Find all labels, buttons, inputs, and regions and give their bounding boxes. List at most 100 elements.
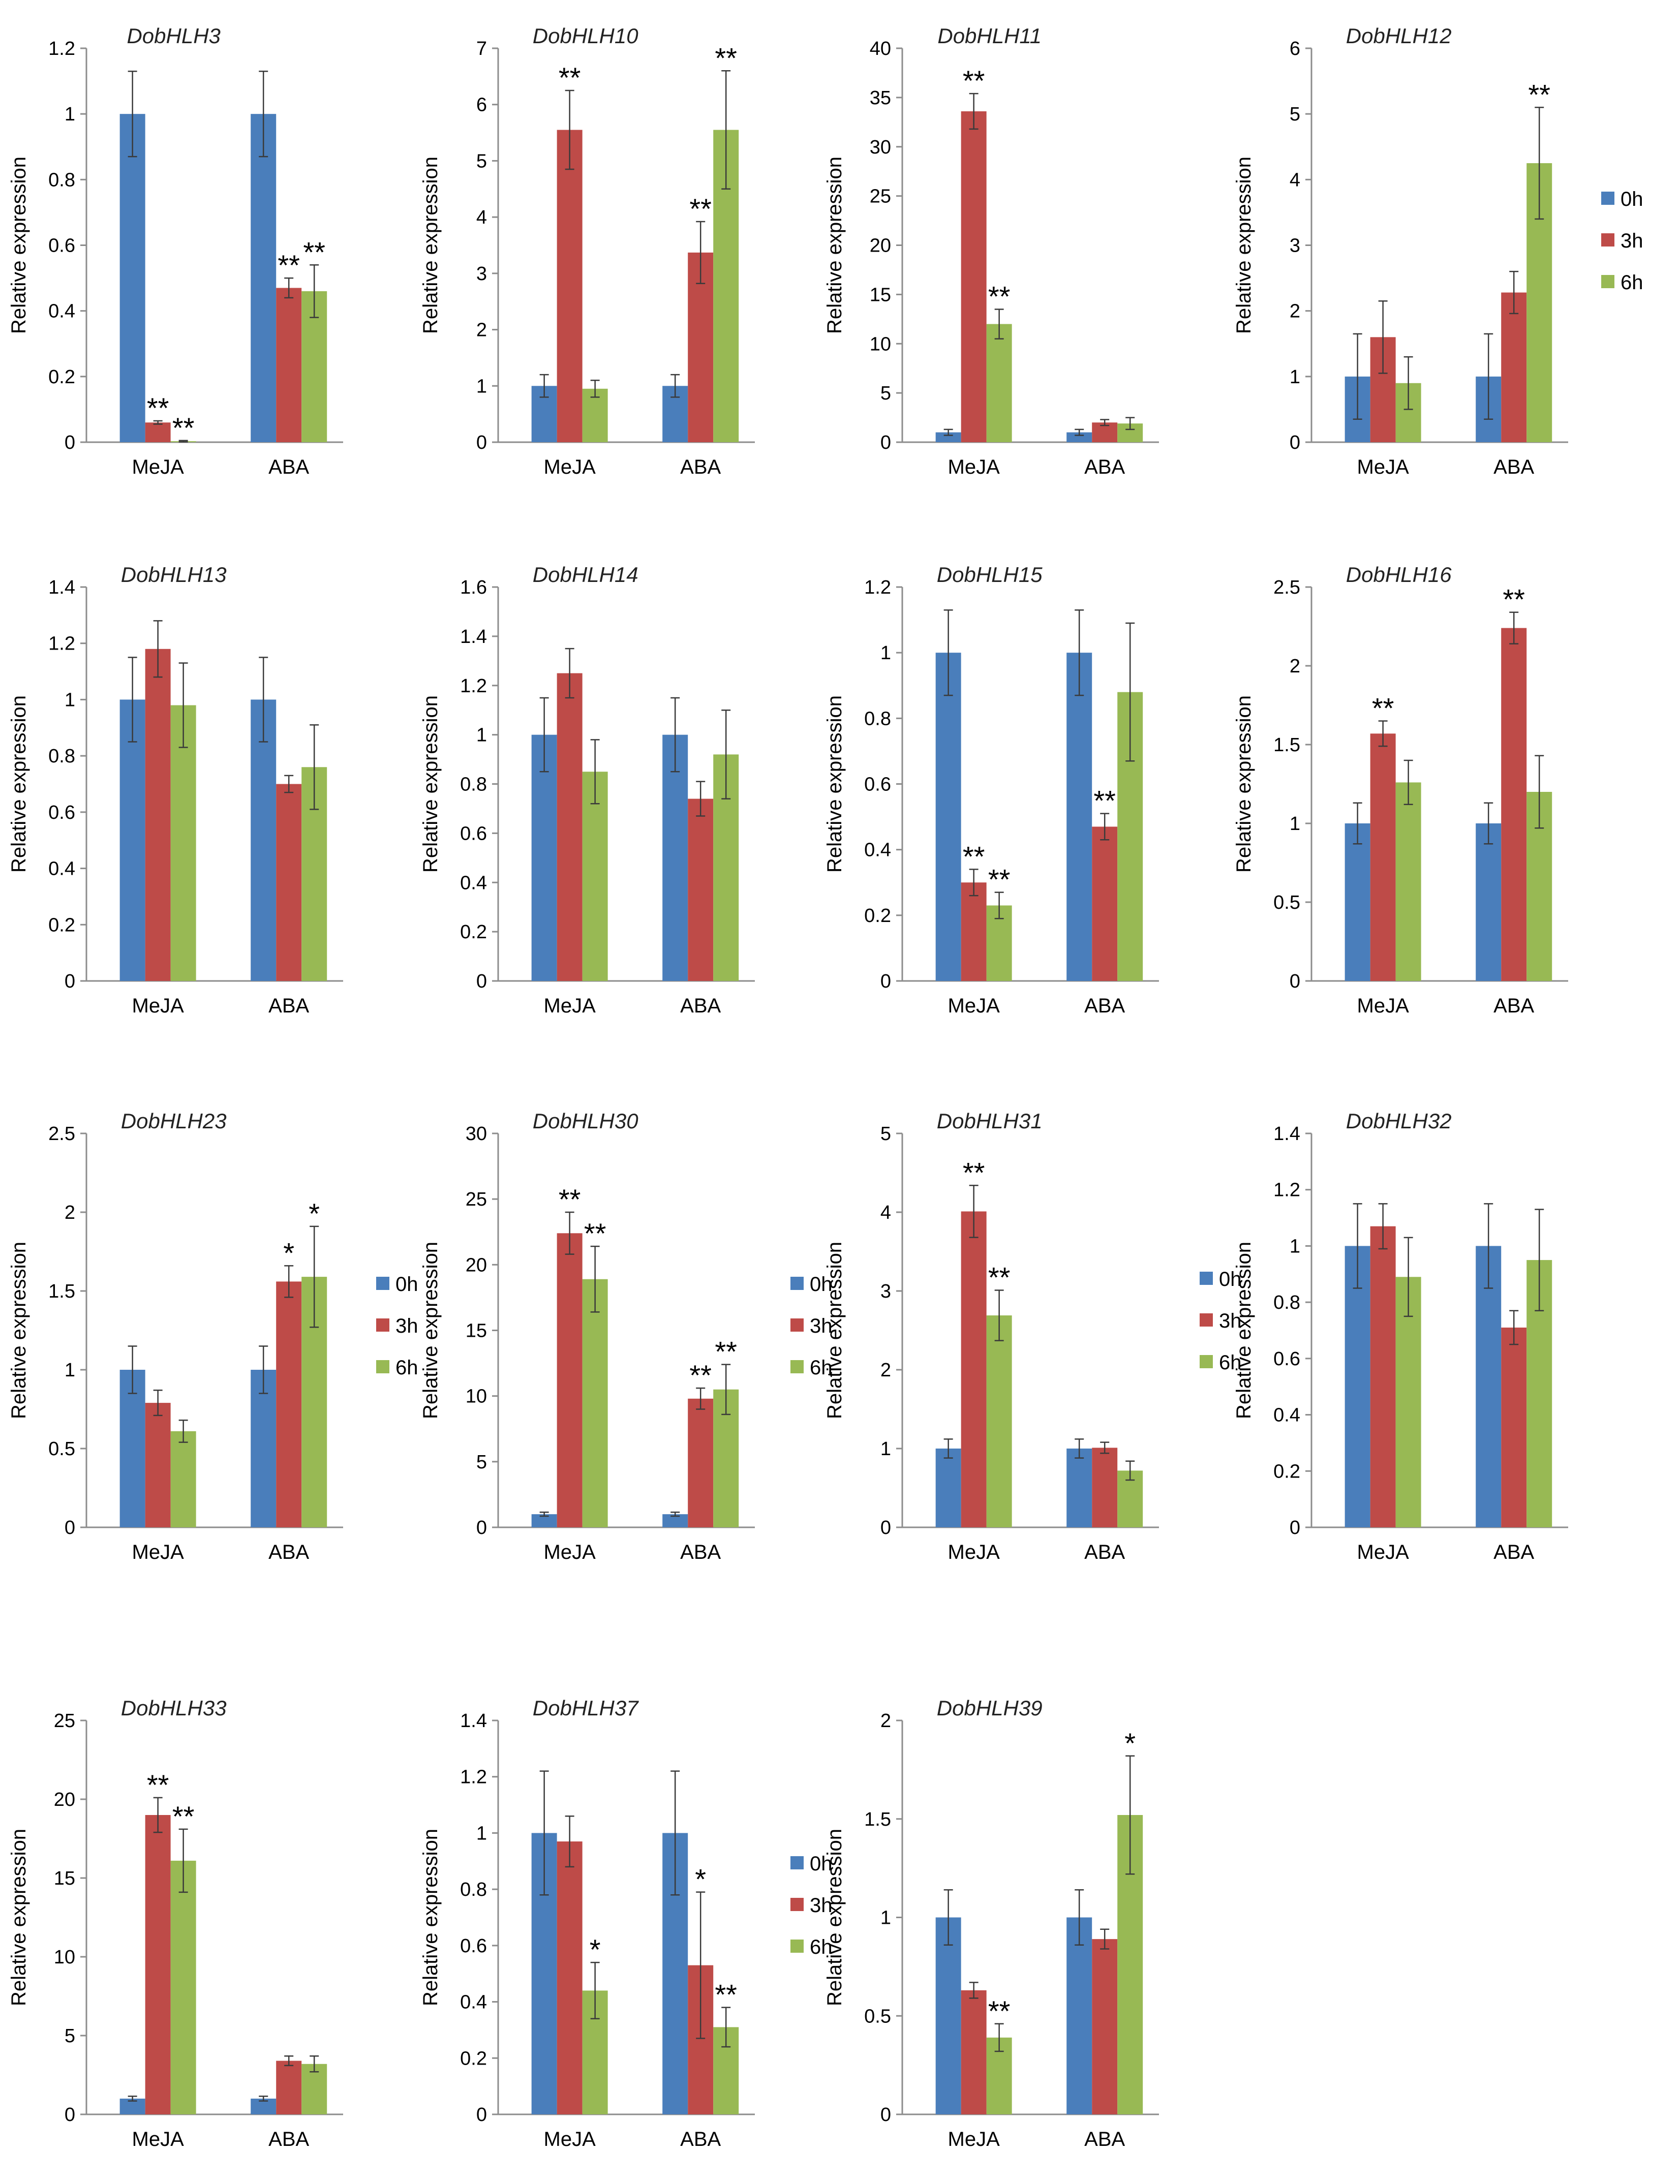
bar-3h-MeJA <box>145 649 171 981</box>
y-tick-label: 1.2 <box>48 633 75 655</box>
y-tick-label: 0 <box>880 2104 891 2126</box>
x-category-label: MeJA <box>948 456 1000 478</box>
chart-title: DobHLH3 <box>127 24 220 48</box>
bar-3h-ABA <box>1092 1939 1118 2114</box>
significance-mark: ** <box>1093 785 1116 817</box>
y-tick-label: 1 <box>476 725 487 746</box>
y-tick-label: 15 <box>466 1320 487 1342</box>
x-category-label: MeJA <box>544 995 596 1017</box>
bar-6h-MeJA <box>1395 782 1421 981</box>
x-category-label: ABA <box>1493 456 1534 478</box>
legend-label-6h: 6h <box>810 1357 833 1379</box>
chart-title: DobHLH10 <box>533 24 638 48</box>
y-axis-label: Relative expression <box>8 157 30 334</box>
y-tick-label: 0.6 <box>864 774 891 795</box>
chart-title: DobHLH11 <box>937 24 1042 48</box>
y-axis-label: Relative expression <box>419 1242 442 1419</box>
legend: 0h 3h 6h <box>1601 188 1643 294</box>
chart-title: DobHLH31 <box>937 1109 1043 1133</box>
chart-panel-DobHLH14: 0 0.2 0.4 0.6 0.8 1 1.2 1.4 1.6 DobHLH14 Relative … <box>419 563 755 1017</box>
chart-panel-DobHLH31: 0 1 2 3 4 5 DobHLH31 Relative expression ** ** MeJ… <box>823 1109 1159 1563</box>
y-tick-label: 1.4 <box>48 577 75 598</box>
significance-mark: ** <box>278 249 300 281</box>
y-tick-label: 0.4 <box>460 1992 487 2013</box>
x-category-label: ABA <box>1084 995 1125 1017</box>
y-tick-label: 40 <box>870 38 891 59</box>
y-tick-label: 5 <box>476 1452 487 1473</box>
legend-swatch-0h <box>790 1856 804 1869</box>
bar-3h-MeJA <box>557 1841 583 2114</box>
significance-mark: ** <box>584 1217 606 1249</box>
legend-swatch-6h <box>790 1360 804 1373</box>
bar-6h-MeJA <box>582 772 608 981</box>
bar-0h-MeJA <box>1345 823 1370 981</box>
bar-0h-ABA <box>1066 432 1092 442</box>
y-tick-label: 1 <box>476 1823 487 1844</box>
x-category-label: MeJA <box>1357 456 1410 478</box>
x-category-label: ABA <box>1084 456 1125 478</box>
y-tick-label: 0.8 <box>48 746 75 767</box>
bar-3h-MeJA <box>1370 1226 1396 1527</box>
chart-title: DobHLH16 <box>1346 563 1452 587</box>
legend-label-3h: 3h <box>810 1894 833 1917</box>
legend-label-0h: 0h <box>1621 188 1643 210</box>
bar-3h-MeJA <box>961 1211 987 1527</box>
y-tick-label: 1.2 <box>460 1767 487 1788</box>
bar-3h-ABA <box>1092 1448 1118 1527</box>
y-tick-label: 0 <box>880 432 891 453</box>
y-tick-label: 5 <box>1290 104 1300 125</box>
y-tick-label: 0.4 <box>460 872 487 894</box>
y-tick-label: 0.6 <box>460 823 487 844</box>
legend-label-0h: 0h <box>395 1273 418 1296</box>
legend-label-3h: 3h <box>1621 230 1643 252</box>
y-tick-label: 20 <box>54 1789 75 1810</box>
x-category-label: MeJA <box>544 2128 596 2150</box>
significance-mark: ** <box>988 280 1011 312</box>
y-tick-label: 1 <box>1290 1236 1300 1257</box>
bar-0h-ABA <box>1066 653 1092 981</box>
y-axis-label: Relative expression <box>823 1242 846 1419</box>
y-tick-label: 0 <box>880 971 891 992</box>
significance-mark: * <box>283 1237 294 1269</box>
chart-panel-DobHLH30: 0 5 10 15 20 25 30 DobHLH30 Relative expression *… <box>419 1109 755 1563</box>
y-tick-label: 0 <box>476 971 487 992</box>
chart-panel-DobHLH12: 0 1 2 3 4 5 6 DobHLH12 Relative expression MeJA **… <box>1233 24 1568 478</box>
chart-panel-DobHLH3: 0 0.2 0.4 0.6 0.8 1 1.2 DobHLH3 Relative express… <box>8 24 343 478</box>
legend-label-0h: 0h <box>1219 1268 1242 1290</box>
bar-0h-MeJA <box>935 432 961 442</box>
bar-3h-MeJA <box>557 673 583 981</box>
chart-panel-DobHLH37: 0 0.2 0.4 0.6 0.8 1 1.2 1.4 DobHLH37 Relative exp… <box>419 1696 755 2150</box>
y-tick-label: 0 <box>880 1517 891 1539</box>
bar-0h-ABA <box>1476 823 1502 981</box>
y-tick-label: 2 <box>880 1360 891 1381</box>
bar-3h-ABA <box>688 252 714 442</box>
y-axis-label: Relative expression <box>419 1829 442 2006</box>
significance-mark: ** <box>988 1261 1011 1293</box>
legend-swatch-3h <box>790 1898 804 1911</box>
y-tick-label: 4 <box>880 1202 891 1223</box>
y-tick-label: 1 <box>880 642 891 664</box>
significance-mark: * <box>309 1197 320 1229</box>
x-category-label: ABA <box>268 2128 309 2150</box>
legend: 0h 3h 6h <box>790 1273 833 1379</box>
y-axis-label: Relative expression <box>8 1829 30 2006</box>
legend-label-6h: 6h <box>1219 1351 1242 1374</box>
y-tick-label: 1.5 <box>864 1809 891 1830</box>
y-tick-label: 0.5 <box>1273 892 1300 913</box>
y-axis-label: Relative expression <box>823 695 846 873</box>
y-tick-label: 0 <box>65 971 75 992</box>
x-category-label: ABA <box>268 995 309 1017</box>
y-tick-label: 2 <box>1290 656 1300 677</box>
significance-mark: ** <box>172 1800 195 1832</box>
y-tick-label: 1.4 <box>460 626 487 648</box>
significance-mark: ** <box>988 1995 1011 2027</box>
legend-swatch-6h <box>790 1940 804 1953</box>
y-tick-label: 25 <box>54 1710 75 1732</box>
y-tick-label: 0.4 <box>1273 1405 1300 1426</box>
y-tick-label: 0.2 <box>864 905 891 927</box>
legend-swatch-6h <box>1601 275 1614 288</box>
bar-0h-MeJA <box>935 1449 961 1527</box>
y-tick-label: 2 <box>476 320 487 341</box>
significance-mark: ** <box>963 840 985 872</box>
